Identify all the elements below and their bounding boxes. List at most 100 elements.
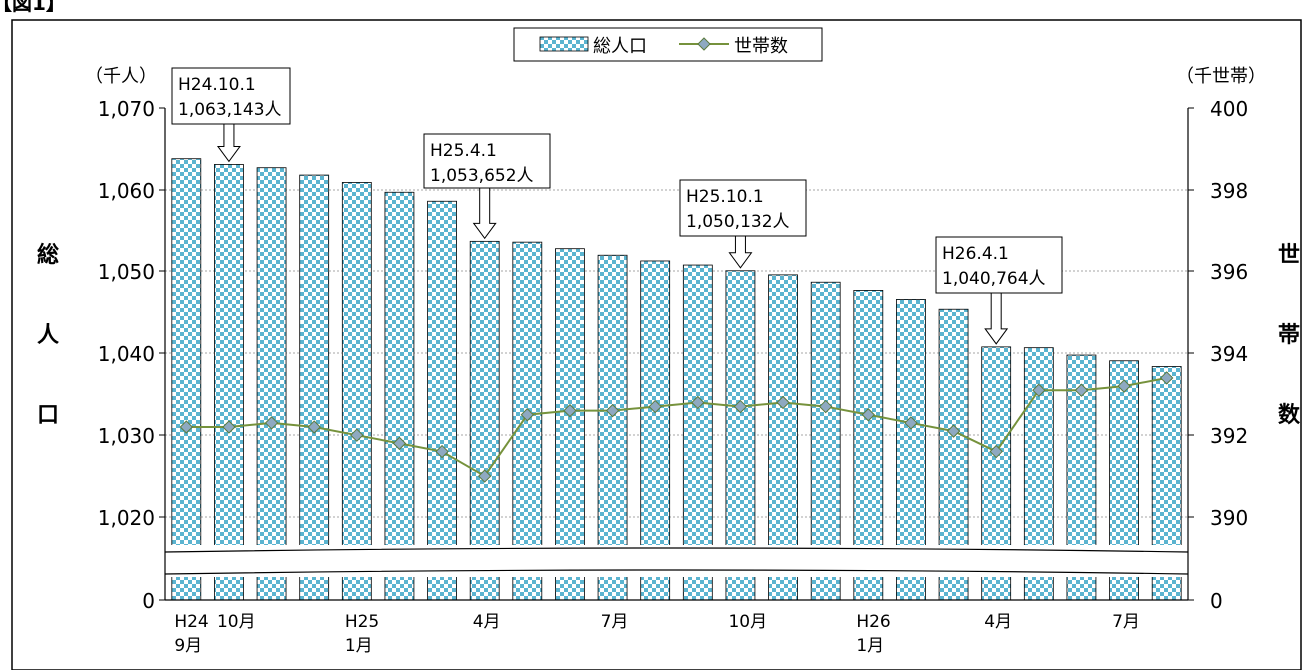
y-right-tick-label: 390: [1210, 506, 1248, 530]
y-right-tick-label: 0: [1210, 589, 1223, 613]
households-point: [477, 469, 492, 483]
callout-box: [171, 67, 291, 125]
y-left-tick-label: 1,070: [98, 97, 155, 121]
bar: [555, 248, 585, 601]
bar: [640, 260, 671, 601]
x-tick-label: 1月: [345, 636, 373, 656]
bar: [597, 254, 628, 601]
callout-text: H25.10.1: [686, 187, 764, 207]
households-point: [350, 428, 364, 442]
x-tick-label: 9月: [174, 636, 202, 656]
y-right-tick-label: 394: [1210, 342, 1248, 366]
callout-text: H25.4.1: [430, 141, 497, 161]
x-tick-label: 4月: [473, 612, 501, 632]
bar: [299, 174, 330, 601]
y-left-title-char: 口: [37, 403, 59, 428]
y-left-tick-label: 0: [142, 589, 155, 613]
x-tick-label: 10月: [217, 612, 256, 632]
bar: [384, 191, 415, 601]
bar: [256, 167, 287, 601]
x-tick-label: 4月: [984, 612, 1012, 632]
y-right-title-char: 世: [1278, 243, 1300, 268]
callout-box: [423, 133, 551, 189]
households-line: [186, 376, 1167, 478]
x-tick-label: H24: [174, 612, 208, 632]
bar: [341, 182, 372, 601]
households-point: [776, 395, 790, 410]
y-left-unit: （千人）: [85, 66, 157, 87]
y-right-tick-label: 392: [1210, 424, 1248, 448]
axes: 0 1,020 1,030 1,040 1,050 1,060 1,070 0 390 392 39…: [85, 66, 1266, 613]
legend-swatch-households-marker: [697, 37, 711, 51]
figure-label: 【図1】: [0, 0, 66, 15]
y-right-unit: （千世帯）: [1176, 66, 1266, 87]
axis-break: [164, 545, 1189, 577]
households-point: [179, 420, 194, 434]
y-left-title-char: 総: [37, 242, 59, 268]
callout-box: [679, 179, 807, 237]
households-point: [605, 403, 620, 418]
callout-text: 1,063,143人: [178, 100, 282, 120]
households-point: [1117, 379, 1131, 393]
axis-break-line-bottom: [164, 569, 1189, 575]
callout-arrow: [216, 123, 241, 163]
households-point: [307, 420, 321, 434]
households-point: [1032, 383, 1046, 397]
households-point: [222, 420, 236, 434]
y-right-tick-label: 400: [1210, 97, 1248, 121]
households-point: [691, 395, 705, 410]
x-tick-label: H26: [856, 612, 890, 632]
x-tick-label: 10月: [728, 612, 767, 632]
x-tick-label: H25: [345, 612, 379, 632]
households-point: [520, 408, 535, 422]
households-point: [989, 444, 1003, 459]
households-point: [1074, 383, 1089, 397]
households-point: [733, 399, 748, 414]
line-series-households: [179, 371, 1174, 483]
households-point: [563, 403, 577, 418]
x-tick-label: 7月: [601, 612, 629, 632]
y-right-tick-label: 396: [1210, 260, 1248, 284]
callout-text: H24.10.1: [178, 75, 256, 95]
legend-label-population: 総人口: [593, 36, 647, 57]
callout-arrow: [472, 187, 497, 240]
x-tick-label: 7月: [1112, 612, 1140, 632]
bar: [469, 240, 500, 601]
callout-text: 1,050,132人: [686, 212, 790, 232]
y-left-tick-label: 1,050: [98, 260, 155, 284]
bar: [682, 264, 713, 601]
y-left-tick-label: 1,060: [98, 179, 155, 203]
bar: [427, 200, 457, 601]
households-point: [818, 399, 833, 414]
y-left-tick-label: 1,040: [98, 342, 155, 366]
legend-swatch-population: [539, 36, 589, 52]
legend-label-households: 世帯数: [734, 36, 788, 57]
axis-titles: 総人口 世帯数: [37, 242, 1301, 428]
households-point: [861, 408, 876, 422]
callout-text: H26.4.1: [942, 244, 1009, 264]
y-left-tick-label: 1,030: [98, 424, 155, 448]
x-tick-label: 1月: [856, 636, 884, 656]
households-point: [648, 399, 662, 414]
callout-arrow: [984, 292, 1009, 345]
y-left-title-char: 人: [37, 323, 59, 348]
bar-series-total-population: [171, 158, 1182, 601]
bar: [214, 164, 244, 601]
households-point: [264, 416, 279, 430]
callout-text: 1,040,764人: [942, 269, 1046, 289]
x-axis-tick-labels: H24 9月 10月 H25 1月 4月 7月 10月 H26 1月 4月 7月: [174, 612, 1140, 656]
axis-break-line-top: [164, 547, 1189, 553]
y-right-title-char: 数: [1278, 402, 1301, 428]
y-left-tick-label: 1,020: [98, 506, 155, 530]
bar: [171, 158, 202, 601]
y-right-tick-label: 398: [1210, 179, 1248, 203]
chart-frame: [11, 19, 1302, 670]
callout-annotations: H24.10.1 1,063,143人 H25.4.1 1,053,652人 H25.1…: [171, 67, 1063, 345]
households-point: [1159, 371, 1174, 385]
callout-box: [935, 236, 1063, 294]
households-point: [435, 444, 449, 459]
households-point: [392, 436, 407, 451]
y-right-title-char: 帯: [1278, 322, 1300, 348]
legend: 総人口 世帯数: [513, 27, 823, 62]
